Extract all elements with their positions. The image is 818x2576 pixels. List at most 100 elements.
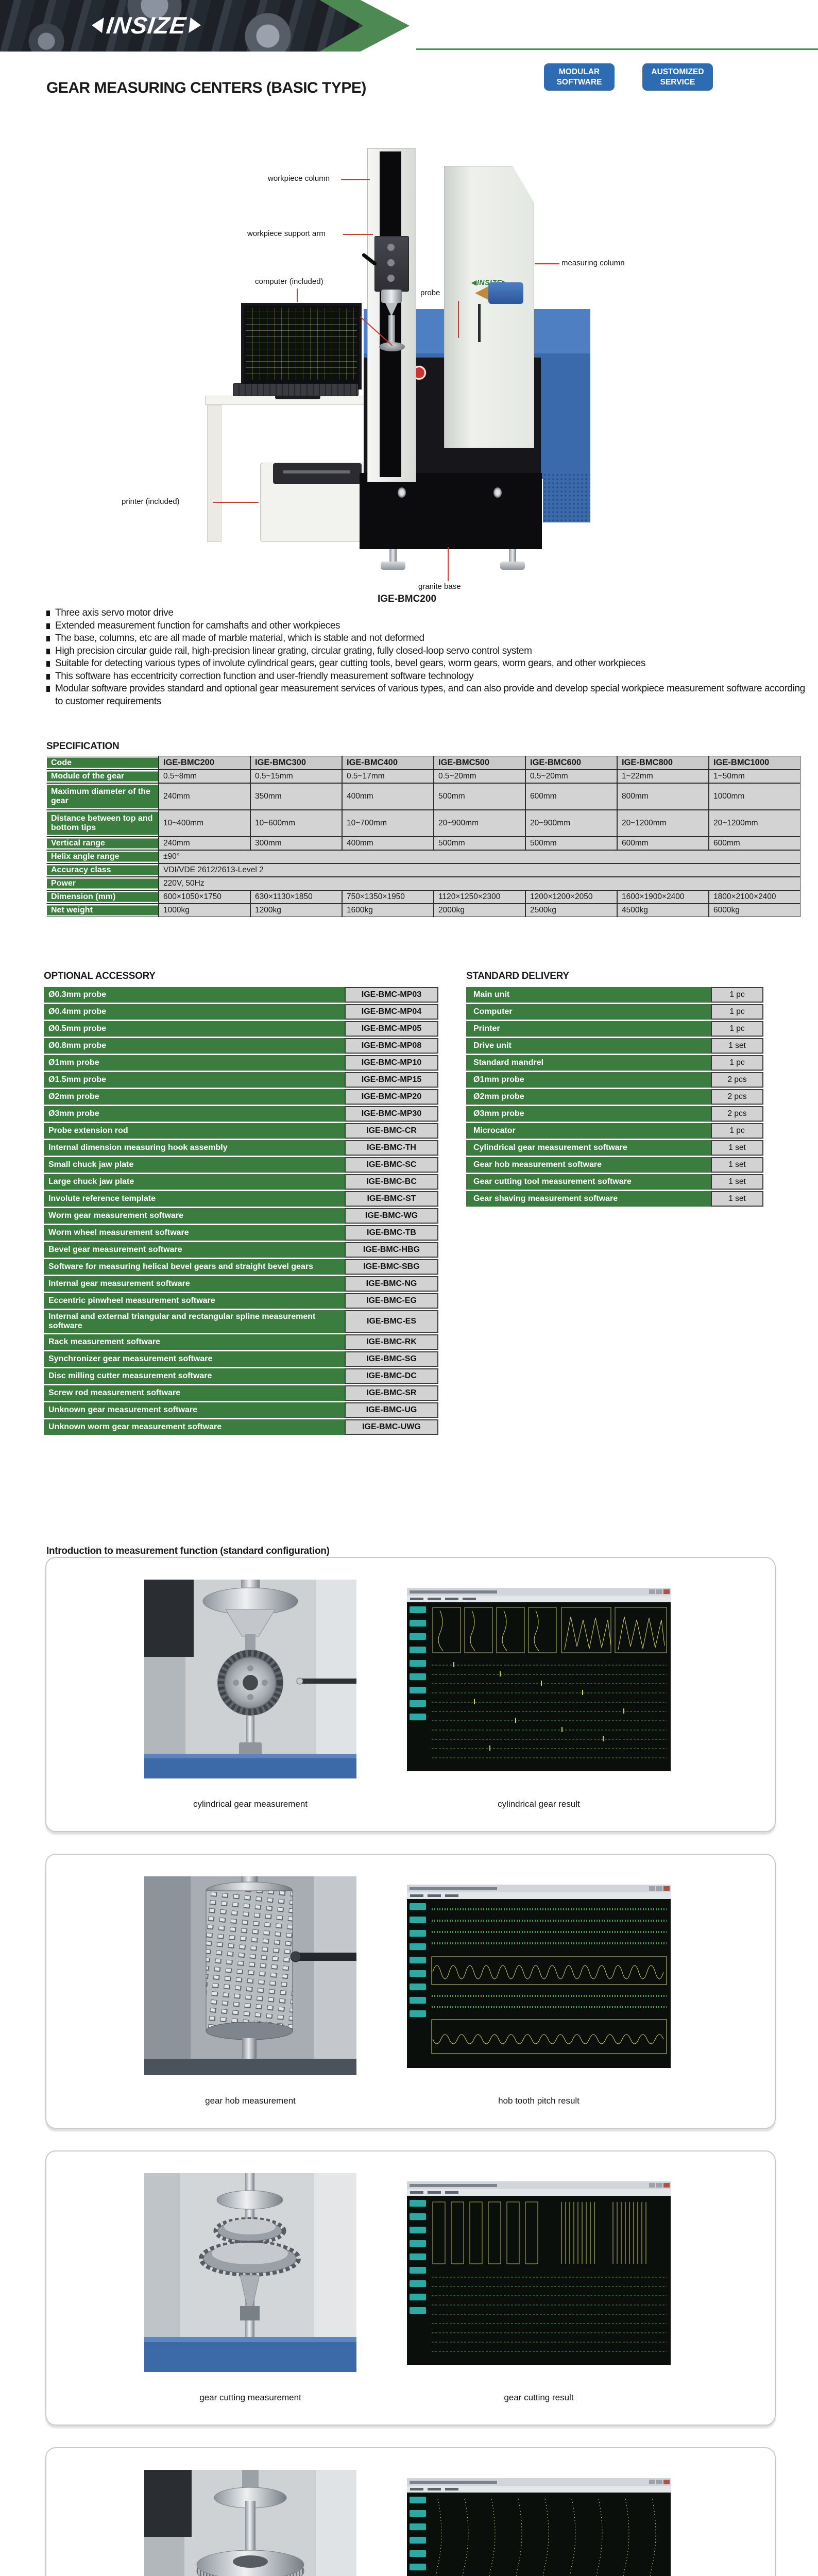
badge-line: SOFTWARE: [556, 77, 602, 87]
callout-computer: computer (included): [255, 277, 323, 286]
probe-tip: [475, 286, 488, 300]
spec-cell: 1120×1250×2300: [434, 890, 525, 904]
delivery-item: Cylindrical gear measurement software: [466, 1140, 711, 1156]
callout-line: [458, 301, 459, 338]
accessory-code: IGE-BMC-MP05: [345, 1021, 438, 1037]
badge-line: SERVICE: [660, 77, 695, 87]
accessory-row: Software for measuring helical bevel gea…: [44, 1259, 438, 1275]
accessory-row: Synchronizer gear measurement software I…: [44, 1351, 438, 1367]
delivery-item: Ø1mm probe: [466, 1072, 711, 1088]
arm-handle: [361, 252, 378, 266]
delivery-qty: 2 pcs: [711, 1089, 763, 1105]
austomized-service-badge: AUSTOMIZED SERVICE: [642, 63, 713, 91]
accessory-code: IGE-BMC-UG: [345, 1402, 438, 1418]
spec-cell: 800mm: [617, 783, 709, 810]
screenshot-cylindrical-gear-result: [407, 1588, 671, 1771]
spec-cell: 1200kg: [250, 904, 342, 917]
result-screen: [407, 2181, 671, 2365]
delivery-qty: 1 pc: [711, 1004, 763, 1020]
gears-photo-banner: [0, 0, 363, 52]
spec-row-label: Accuracy class: [46, 863, 159, 877]
gear-hob-photo: [144, 1876, 356, 2075]
accessory-row: Small chuck jaw plate IGE-BMC-SC: [44, 1157, 438, 1173]
accessory-row: Ø0.8mm probe IGE-BMC-MP08: [44, 1038, 438, 1054]
accessory-code: IGE-BMC-NG: [345, 1276, 438, 1292]
standard-delivery-table: Main unit 1 pc Computer 1 pc Printer 1 p…: [466, 986, 763, 1208]
result-screen: [407, 2478, 671, 2576]
delivery-qty: 1 set: [711, 1038, 763, 1054]
feature-item: Modular software provides standard and o…: [46, 683, 809, 708]
accessory-code: IGE-BMC-ES: [345, 1310, 438, 1333]
delivery-item: Main unit: [466, 987, 711, 1003]
accessory-row: Internal dimension measuring hook assemb…: [44, 1140, 438, 1156]
leveling-foot: [389, 549, 397, 563]
accessory-name: Worm gear measurement software: [44, 1208, 345, 1224]
feature-list: Three axis servo motor drive Extended mea…: [46, 607, 809, 708]
spec-cell: ±90°: [159, 850, 800, 863]
spec-cell: 1000mm: [709, 783, 800, 810]
delivery-row: Microcator 1 pc: [466, 1123, 763, 1139]
result-caption: hob tooth pitch result: [498, 2096, 580, 2106]
delivery-row: Printer 1 pc: [466, 1021, 763, 1037]
measurement-pair-cylindrical: cylindrical gear measurement cylindrical…: [45, 1557, 776, 1832]
spec-cell: 0.5~20mm: [434, 770, 525, 783]
optional-accessory-heading: OPTIONAL ACCESSORY: [44, 971, 156, 981]
photo-gear-shaver-measurement: [144, 2470, 356, 2576]
accessory-name: Eccentric pinwheel measurement software: [44, 1293, 345, 1309]
standard-delivery-heading: STANDARD DELIVERY: [466, 971, 569, 981]
spec-row-label: Distance between top and bottom tips: [46, 810, 159, 837]
accessory-code: IGE-BMC-SR: [345, 1385, 438, 1401]
delivery-row: Computer 1 pc: [466, 1004, 763, 1020]
accessory-name: Worm wheel measurement software: [44, 1225, 345, 1241]
spec-cell: 1~22mm: [617, 770, 709, 783]
accessory-row: Rack measurement software IGE-BMC-RK: [44, 1334, 438, 1350]
monitor-base: [275, 395, 320, 399]
spec-row-module: Module of the gear 0.5~8mm 0.5~15mm 0.5~…: [46, 770, 800, 783]
desk-shelf: [431, 463, 519, 541]
delivery-row: Standard mandrel 1 pc: [466, 1055, 763, 1071]
spec-cell: 300mm: [250, 837, 342, 850]
accessory-code: IGE-BMC-WG: [345, 1208, 438, 1224]
optional-accessory-section: OPTIONAL ACCESSORY Ø0.3mm probe IGE-BMC-…: [44, 971, 438, 1436]
spec-row-max-diameter: Maximum diameter of the gear 240mm 350mm…: [46, 783, 800, 810]
callout-line: [343, 234, 373, 235]
spec-cell: 750×1350×1950: [342, 890, 434, 904]
spec-row-vertical: Vertical range 240mm 300mm 400mm 500mm 5…: [46, 837, 800, 850]
callout-printer: printer (included): [122, 497, 180, 506]
keyboard: [233, 383, 359, 396]
accessory-name: Small chuck jaw plate: [44, 1157, 345, 1173]
accessory-row: Ø0.5mm probe IGE-BMC-MP05: [44, 1021, 438, 1037]
accessory-code: IGE-BMC-MP30: [345, 1106, 438, 1122]
model-label: IGE-BMC200: [377, 594, 437, 604]
feature-item: This software has eccentricity correctio…: [46, 670, 809, 683]
accessory-row: Probe extension rod IGE-BMC-CR: [44, 1123, 438, 1139]
accessory-row: Unknown gear measurement software IGE-BM…: [44, 1402, 438, 1418]
accessory-name: Synchronizer gear measurement software: [44, 1351, 345, 1367]
accessory-code: IGE-BMC-SC: [345, 1157, 438, 1173]
result-caption: gear cutting result: [504, 2393, 574, 2402]
spec-cell: 1~50mm: [709, 770, 800, 783]
delivery-row: Ø1mm probe 2 pcs: [466, 1072, 763, 1088]
measuring-column: [444, 166, 534, 448]
spec-col-header: Code: [46, 756, 159, 770]
spec-cell: 630×1130×1850: [250, 890, 342, 904]
measurement-pair-gear-hob: gear hob measurement hob tooth pitch res…: [45, 1854, 776, 2129]
accessory-name: Internal dimension measuring hook assemb…: [44, 1140, 345, 1156]
spec-cell: 240mm: [159, 783, 250, 810]
spec-cell: 4500kg: [617, 904, 709, 917]
spec-cell: 10~700mm: [342, 810, 434, 837]
spec-row-power: Power 220V, 50Hz: [46, 877, 800, 890]
delivery-qty: 2 pcs: [711, 1106, 763, 1122]
delivery-item: Printer: [466, 1021, 711, 1037]
spec-cell: 600×1050×1750: [159, 890, 250, 904]
spindle: [388, 315, 395, 344]
accessory-row: Bevel gear measurement software IGE-BMC-…: [44, 1242, 438, 1258]
accessory-name: Bevel gear measurement software: [44, 1242, 345, 1258]
delivery-row: Ø3mm probe 2 pcs: [466, 1106, 763, 1122]
gear-cutting-photo: [144, 2173, 356, 2372]
callout-line: [360, 316, 393, 346]
spec-col-header: IGE-BMC500: [434, 756, 525, 770]
badge-line: AUSTOMIZED: [651, 67, 704, 77]
accessory-code: IGE-BMC-MP15: [345, 1072, 438, 1088]
